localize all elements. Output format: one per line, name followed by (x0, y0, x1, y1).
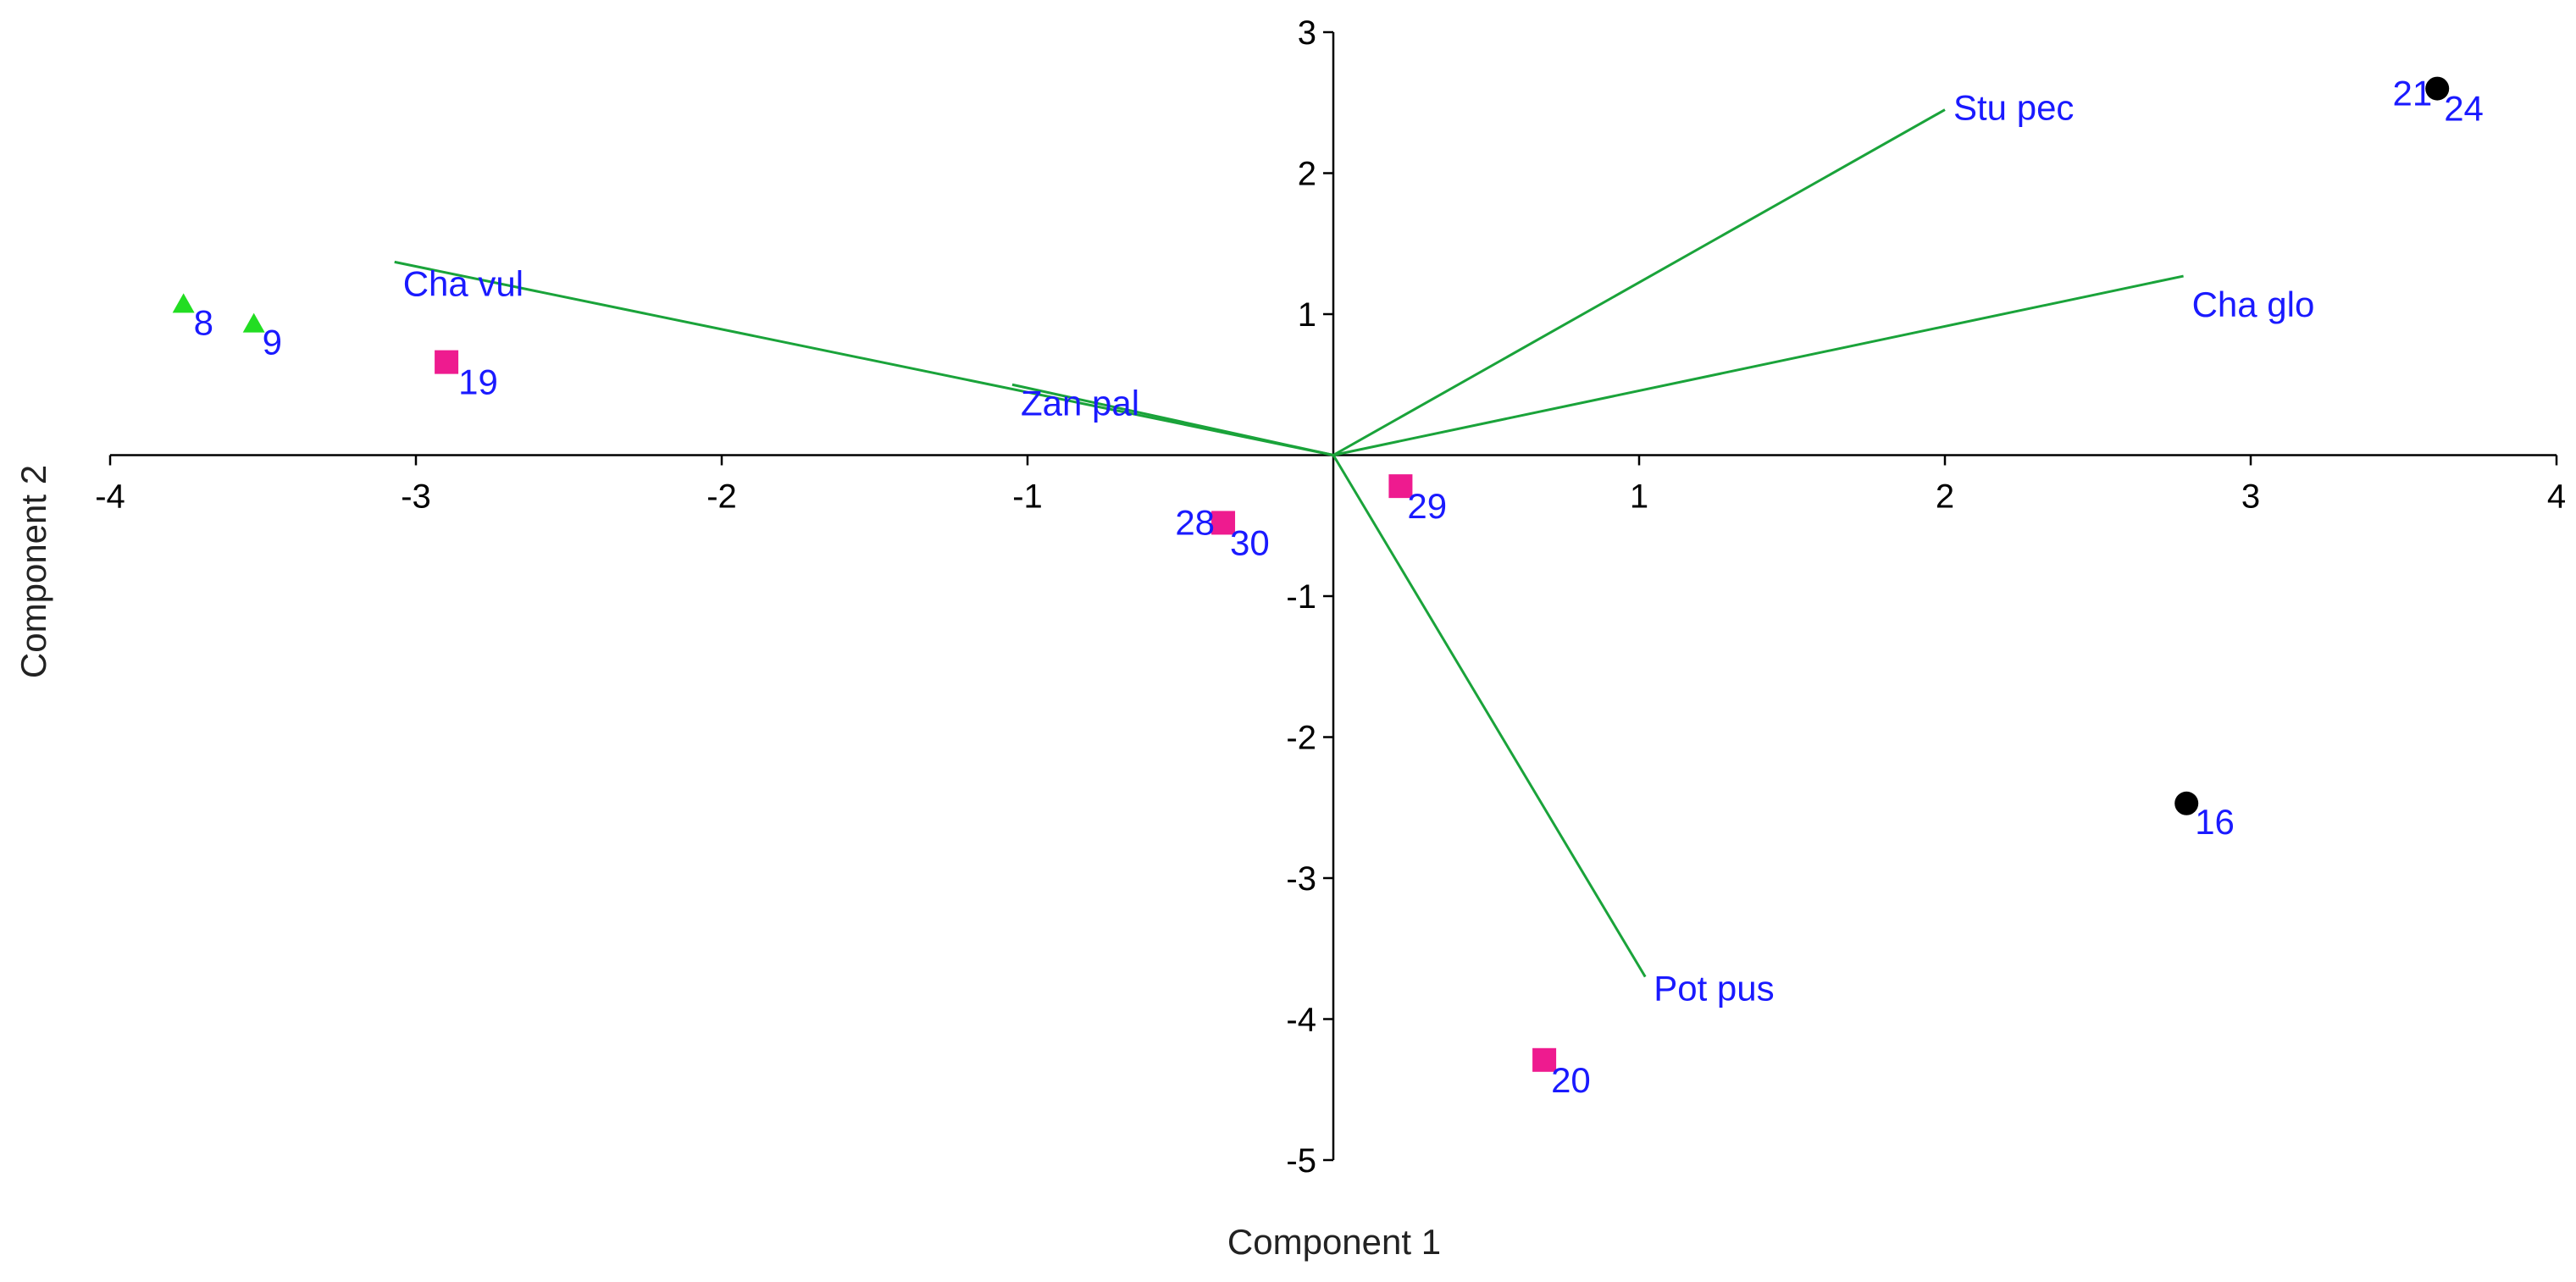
point-label: 20 (1551, 1060, 1591, 1100)
triangle-marker (172, 293, 195, 313)
vector-label: Cha glo (2192, 285, 2315, 324)
triangle-marker (242, 312, 265, 333)
y-axis-title: Component 2 (14, 465, 53, 678)
point-label: 29 (1407, 486, 1447, 526)
point-label: 16 (2195, 802, 2235, 842)
point-label: 24 (2444, 89, 2484, 129)
y-tick-label: -3 (1286, 860, 1316, 898)
circle-marker (2425, 76, 2450, 101)
square-marker (1532, 1047, 1557, 1072)
square-marker (1388, 474, 1413, 499)
loading-vectors: Stu pec Cha glo Cha vul Zan pal Pot pus (394, 88, 2315, 1008)
point-label: 19 (458, 362, 498, 402)
x-tick-label: 1 (1630, 478, 1648, 516)
circle-marker (2174, 791, 2199, 815)
square-marker (435, 350, 459, 374)
x-tick-label: -1 (1012, 478, 1043, 516)
y-tick-label: -4 (1286, 1002, 1316, 1039)
vector-label: Cha vul (403, 263, 524, 303)
vector-line (1011, 383, 1334, 456)
vector-line (1332, 454, 1647, 978)
point-label: 28 (1175, 502, 1215, 542)
y-tick-label: -1 (1286, 578, 1316, 616)
y-tick-label: -2 (1286, 720, 1316, 757)
vector-label: Pot pus (1654, 969, 1774, 1008)
y-tick-label: 1 (1298, 296, 1316, 334)
point-label: 30 (1230, 522, 1270, 562)
square-marker (1211, 511, 1236, 535)
x-axis-title: Component 1 (1227, 1222, 1441, 1262)
x-tick-label: -3 (401, 478, 431, 516)
vector-label: Stu pec (1953, 88, 2074, 128)
vector-label: Zan pal (1021, 383, 1139, 423)
vector-line (1332, 274, 2184, 456)
point-label: 9 (263, 323, 282, 362)
vector-line (394, 260, 1334, 456)
x-tick-label: 4 (2547, 478, 2566, 516)
point-label: 21 (2392, 74, 2432, 113)
x-tick-label: 3 (2241, 478, 2260, 516)
y-tick-label: 2 (1298, 156, 1316, 193)
y-tick-label: 3 (1298, 14, 1316, 52)
point-label: 8 (194, 302, 213, 342)
x-tick-label: -4 (95, 478, 125, 516)
y-tick-label: -5 (1286, 1142, 1316, 1180)
x-tick-label: -2 (706, 478, 737, 516)
vector-line (1332, 108, 1946, 456)
x-tick-label: 2 (1936, 478, 1954, 516)
